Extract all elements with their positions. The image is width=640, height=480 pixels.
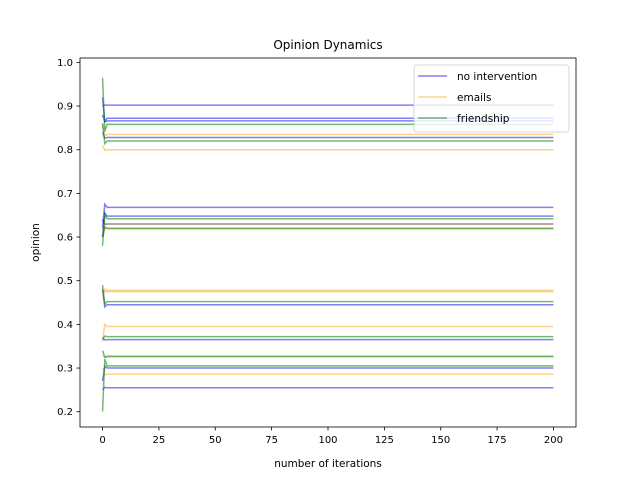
legend-box: [413, 64, 570, 133]
series-2-line-5: [101, 335, 554, 341]
legend-label-2: friendship: [457, 113, 510, 125]
x-tick-label-3: 75: [265, 435, 278, 446]
series-2-line-0: [101, 77, 554, 132]
x-tick-label-2: 50: [209, 435, 222, 446]
y-axis-ticks: 0.2 0.3 0.4 0.5 0.6 0.7 0.8 0.9 1.0: [57, 58, 80, 418]
x-tick-label-6: 150: [431, 435, 450, 446]
y-tick-label-8: 1.0: [57, 58, 73, 69]
series-2-line-1: [101, 123, 554, 146]
y-axis-label: opinion: [30, 223, 42, 262]
legend: no intervention emails friendship: [413, 64, 570, 133]
series-1-line-6: [101, 322, 554, 342]
x-tick-label-8: 200: [544, 435, 563, 446]
y-tick-label-6: 0.8: [57, 145, 73, 156]
series-2-line-6: [101, 350, 554, 359]
x-tick-label-1: 25: [153, 435, 166, 446]
x-tick-label-0: 0: [99, 435, 105, 446]
y-tick-label-7: 0.9: [57, 102, 73, 113]
series-1-line-1: [101, 145, 554, 152]
y-tick-label-1: 0.3: [57, 364, 73, 375]
legend-label-1: emails: [457, 92, 491, 104]
series-2-line-4: [101, 284, 554, 306]
series-2-line-7: [101, 358, 554, 412]
y-tick-label-3: 0.5: [57, 276, 73, 287]
y-tick-label-0: 0.2: [57, 407, 73, 418]
x-tick-label-4: 100: [318, 435, 337, 446]
chart-title: Opinion Dynamics: [273, 38, 382, 52]
y-tick-label-5: 0.7: [57, 189, 73, 200]
plot-lines: [101, 77, 554, 412]
series-0-line-4: [101, 202, 554, 229]
y-tick-label-2: 0.4: [57, 320, 73, 331]
series-2-line-3: [101, 225, 554, 238]
x-tick-label-5: 125: [375, 435, 394, 446]
x-axis-ticks: 0 25 50 75 100 125 150 175 200: [99, 427, 563, 446]
x-axis-label: number of iterations: [274, 458, 382, 470]
x-tick-label-7: 175: [488, 435, 507, 446]
y-tick-label-4: 0.6: [57, 233, 73, 244]
legend-label-0: no intervention: [457, 71, 537, 83]
